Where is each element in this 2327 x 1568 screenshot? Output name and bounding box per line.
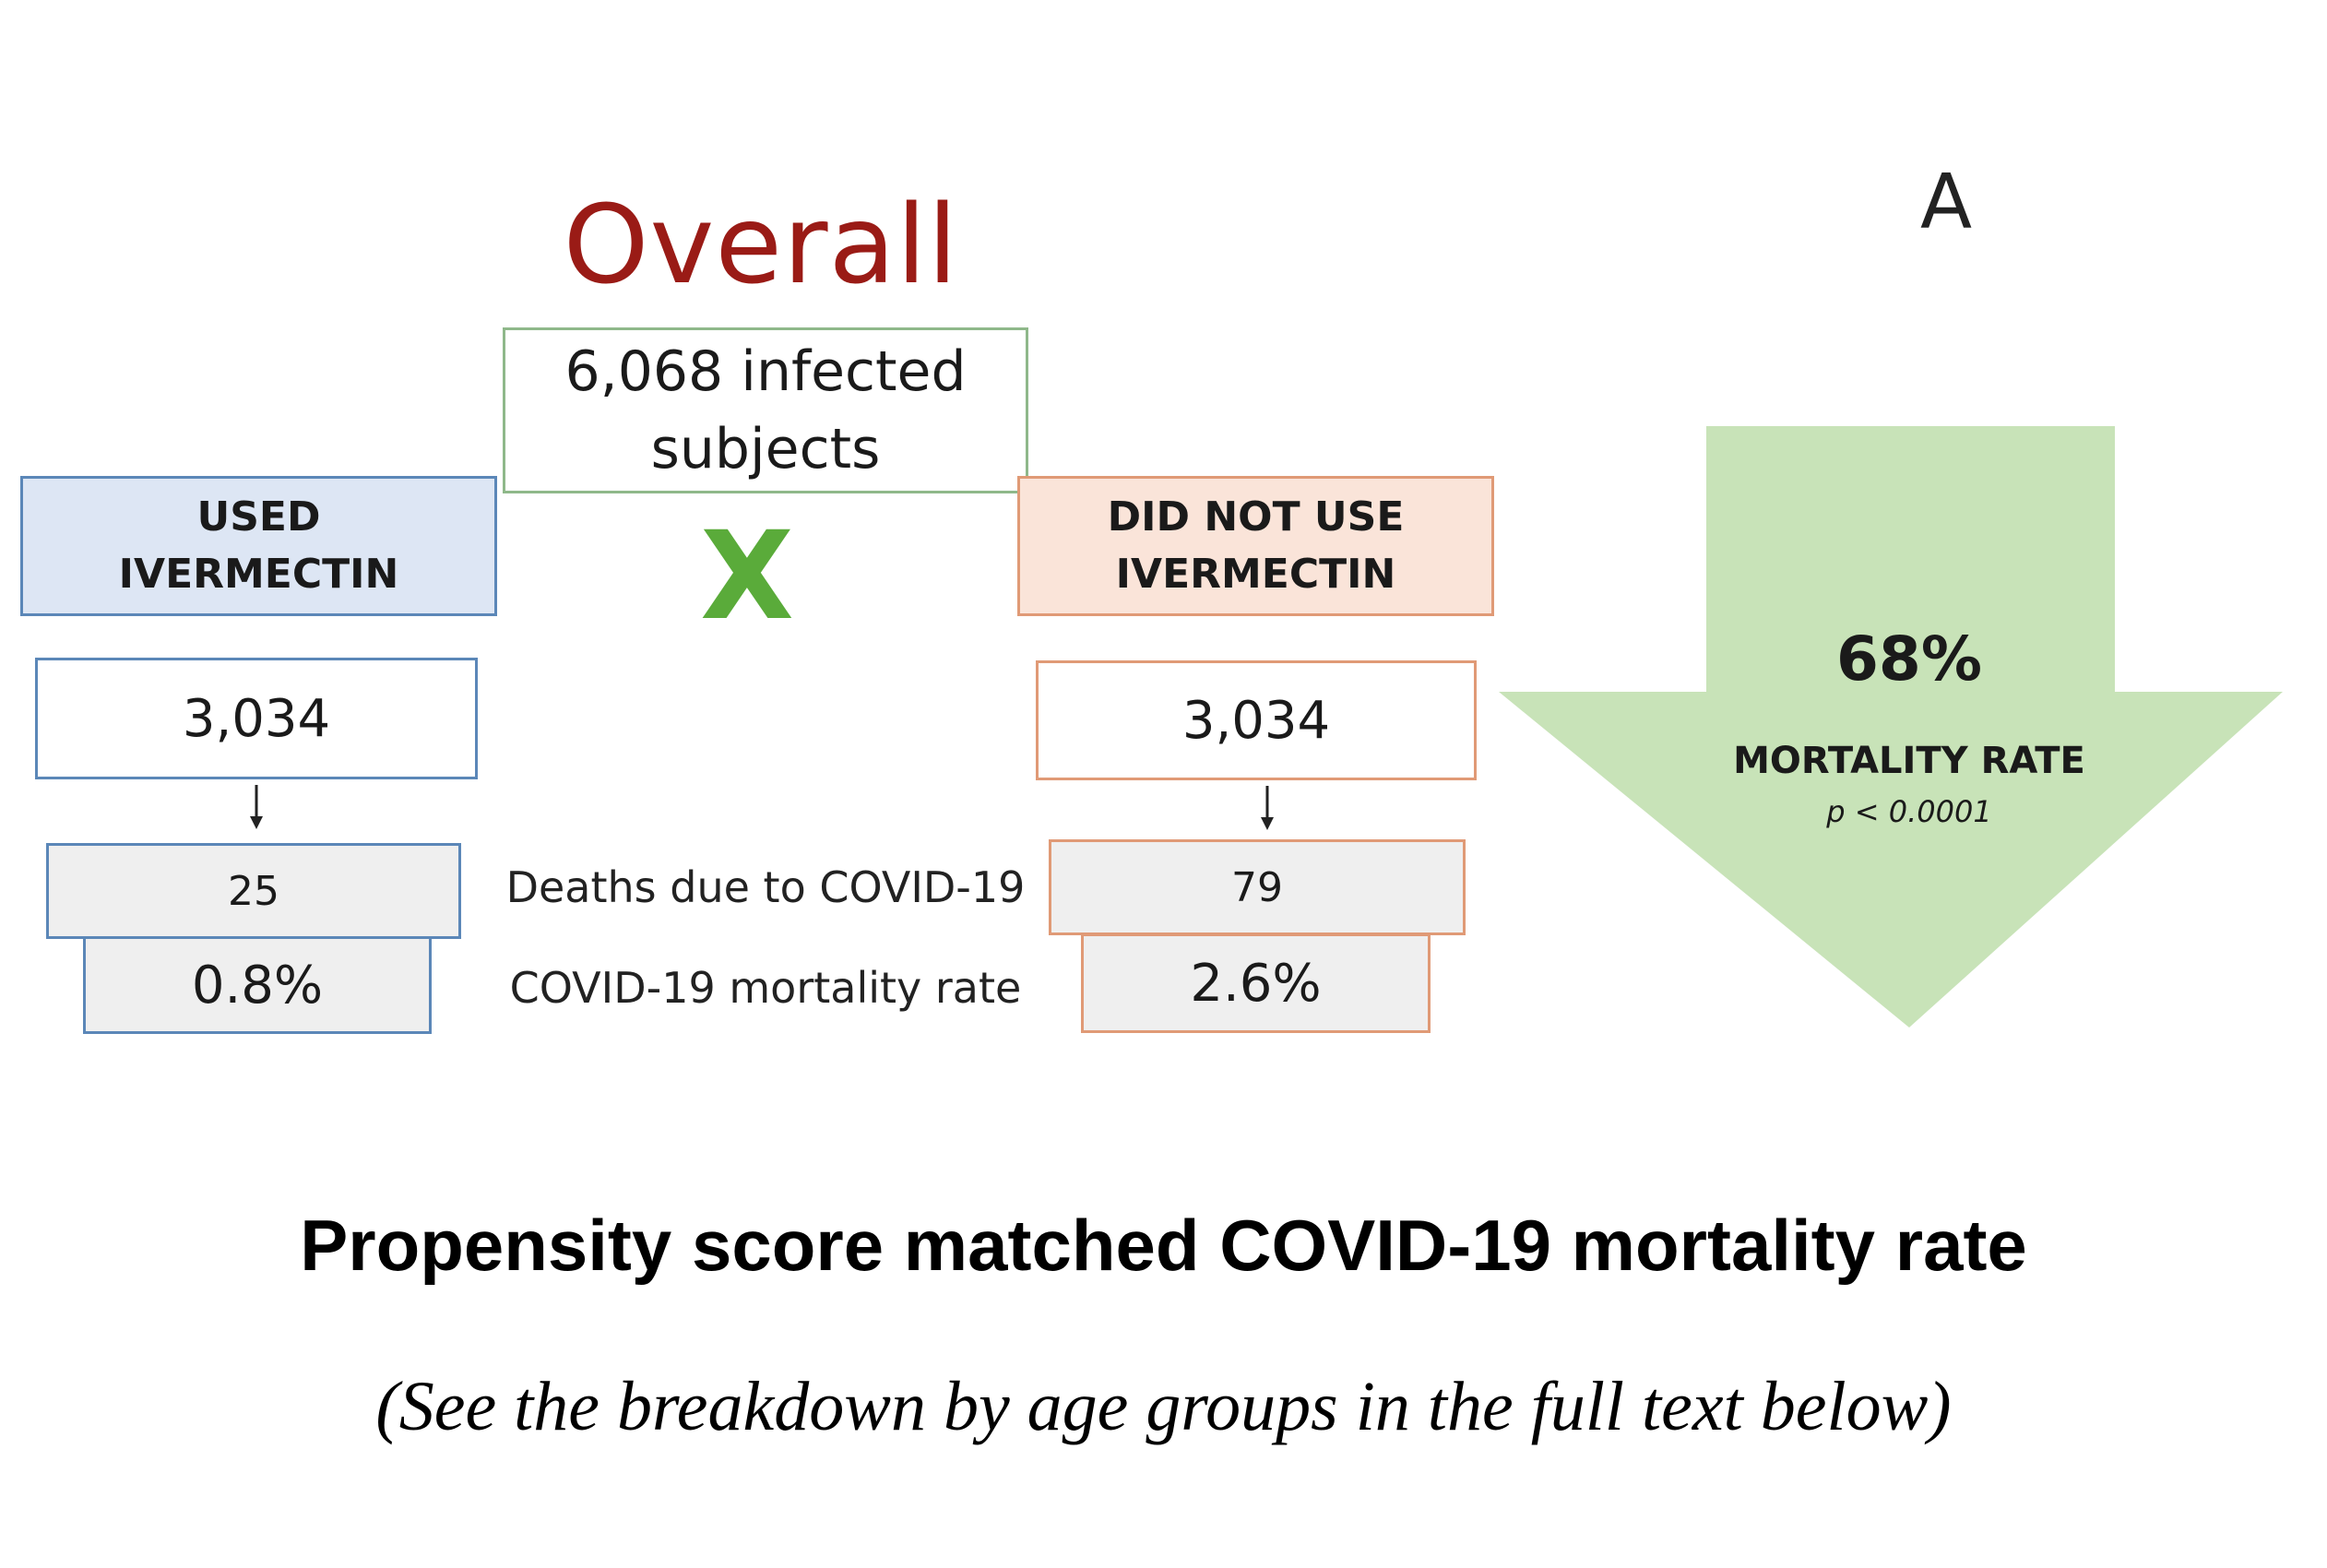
used-ivermectin-header: USED IVERMECTIN [20, 476, 497, 616]
used-rate: 0.8% [191, 955, 324, 1016]
used-down-arrow-icon [229, 779, 284, 835]
total-subjects-line1: 6,068 infected [564, 339, 967, 404]
total-subjects-box: 6,068 infected subjects [503, 327, 1028, 493]
reduction-arrow-icon [1499, 426, 2283, 1028]
not-used-deaths-box: 79 [1049, 839, 1466, 935]
deaths-row-label: Deaths due to COVID-19 [505, 862, 1026, 912]
rate-row-label: COVID-19 mortality rate [509, 963, 1022, 1013]
not-used-count: 3,034 [1181, 690, 1331, 751]
reduction-label: MORTALITY RATE [1733, 740, 2085, 782]
not-used-rate: 2.6% [1190, 953, 1322, 1014]
cross-icon: X [700, 505, 794, 647]
used-rate-box: 0.8% [83, 936, 432, 1034]
not-used-down-arrow-icon [1240, 780, 1295, 836]
diagram-title: Overall [563, 181, 959, 308]
used-deaths-box: 25 [46, 843, 461, 939]
not-used-rate-box: 2.6% [1081, 933, 1431, 1033]
used-count-box: 3,034 [35, 658, 478, 779]
panel-letter: A [1919, 159, 1973, 246]
not-used-header-line1: DID NOT USE [1107, 493, 1405, 540]
not-used-deaths: 79 [1231, 863, 1283, 911]
used-header-line2: IVERMECTIN [118, 551, 399, 598]
p-value: p < 0.0001 [1826, 794, 1992, 829]
total-subjects-line2: subjects [650, 417, 881, 481]
not-used-count-box: 3,034 [1036, 660, 1477, 780]
not-used-header-line2: IVERMECTIN [1115, 551, 1396, 598]
did-not-use-ivermectin-header: DID NOT USE IVERMECTIN [1017, 476, 1494, 616]
used-header-line1: USED [196, 493, 321, 540]
reduction-percent: 68% [1836, 624, 1982, 695]
used-deaths: 25 [228, 867, 279, 915]
figure-caption: Propensity score matched COVID-19 mortal… [300, 1205, 2027, 1286]
figure-subcaption: (See the breakdown by age groups in the … [375, 1368, 1952, 1445]
used-count: 3,034 [182, 688, 331, 749]
